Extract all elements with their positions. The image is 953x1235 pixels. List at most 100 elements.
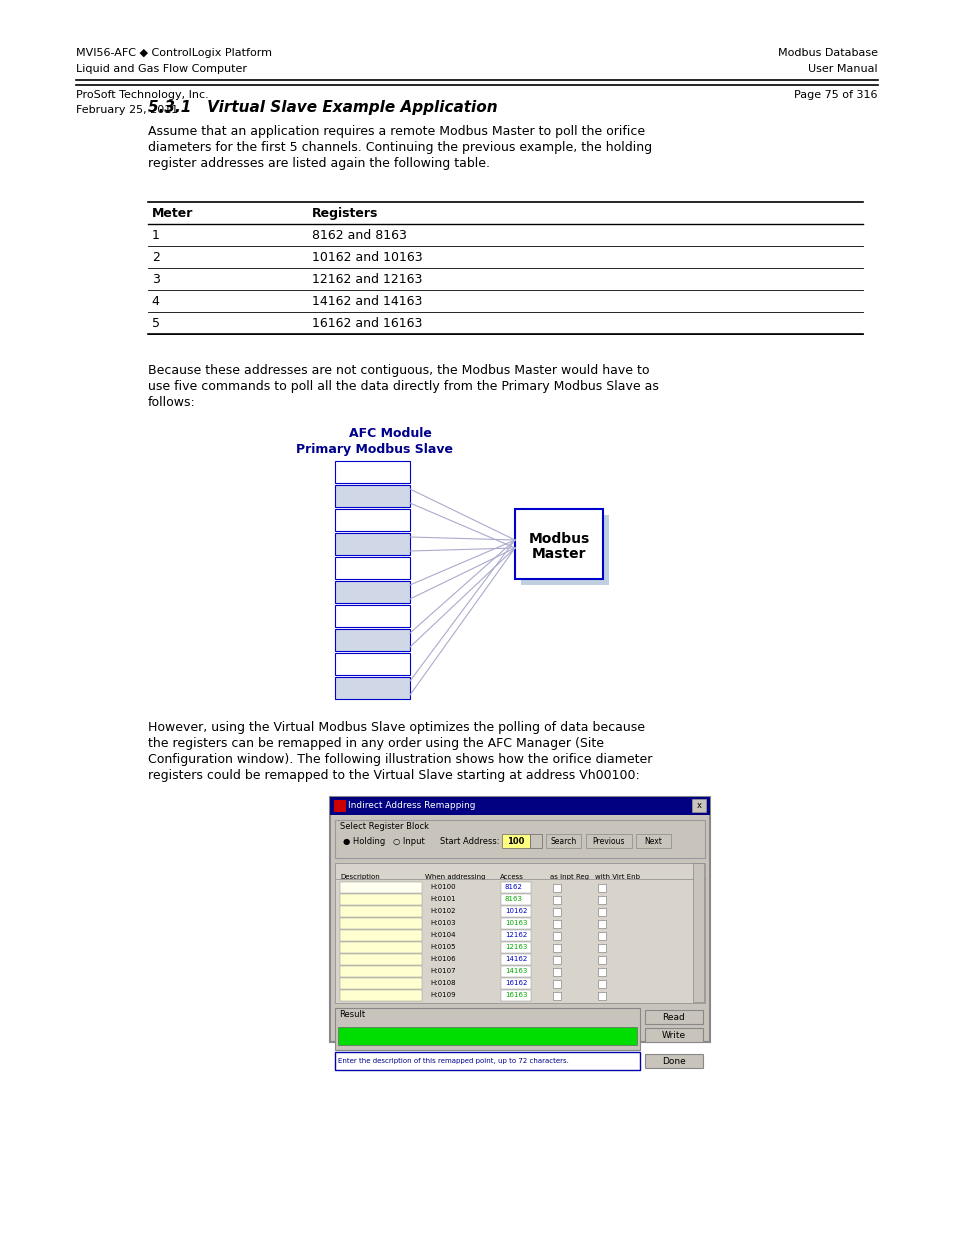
- Text: Because these addresses are not contiguous, the Modbus Master would have to: Because these addresses are not contiguo…: [148, 364, 649, 377]
- FancyBboxPatch shape: [585, 834, 631, 848]
- FancyBboxPatch shape: [335, 509, 410, 531]
- Text: Master: Master: [531, 547, 586, 561]
- Text: 14162 and 14163: 14162 and 14163: [312, 295, 422, 308]
- FancyBboxPatch shape: [500, 906, 531, 918]
- FancyBboxPatch shape: [339, 918, 421, 929]
- Text: Previous: Previous: [592, 836, 624, 846]
- FancyBboxPatch shape: [598, 992, 605, 1000]
- Text: use five commands to poll all the data directly from the Primary Modbus Slave as: use five commands to poll all the data d…: [148, 380, 659, 393]
- Text: Modbus: Modbus: [528, 532, 589, 546]
- Text: with Virt Enb: with Virt Enb: [595, 874, 639, 881]
- FancyBboxPatch shape: [335, 1052, 639, 1070]
- Text: ● Holding: ● Holding: [343, 837, 385, 846]
- Text: Enter the description of this remapped point, up to 72 characters.: Enter the description of this remapped p…: [337, 1058, 568, 1065]
- FancyBboxPatch shape: [598, 920, 605, 927]
- FancyBboxPatch shape: [339, 906, 421, 918]
- Text: User Manual: User Manual: [807, 64, 877, 74]
- FancyBboxPatch shape: [335, 461, 410, 483]
- FancyBboxPatch shape: [553, 956, 560, 965]
- Text: Meter: Meter: [152, 207, 193, 220]
- Text: Description: Description: [339, 874, 379, 881]
- Text: the registers can be remapped in any order using the AFC Manager (Site: the registers can be remapped in any ord…: [148, 737, 603, 750]
- Text: 10162 and 10163: 10162 and 10163: [312, 251, 422, 264]
- Text: H:0101: H:0101: [430, 897, 456, 902]
- Text: register addresses are listed again the following table.: register addresses are listed again the …: [148, 157, 489, 170]
- FancyBboxPatch shape: [598, 932, 605, 940]
- Text: Registers: Registers: [312, 207, 377, 220]
- Text: 12163: 12163: [504, 944, 527, 950]
- FancyBboxPatch shape: [339, 942, 421, 953]
- Text: 8163: 8163: [504, 897, 522, 902]
- Text: Access: Access: [499, 874, 523, 881]
- Text: When addressing: When addressing: [424, 874, 485, 881]
- FancyBboxPatch shape: [691, 799, 705, 811]
- FancyBboxPatch shape: [500, 894, 531, 905]
- FancyBboxPatch shape: [598, 884, 605, 892]
- FancyBboxPatch shape: [500, 930, 531, 941]
- Text: diameters for the first 5 channels. Continuing the previous example, the holding: diameters for the first 5 channels. Cont…: [148, 141, 651, 154]
- FancyBboxPatch shape: [598, 944, 605, 952]
- FancyBboxPatch shape: [335, 653, 410, 676]
- Text: Configuration window). The following illustration shows how the orifice diameter: Configuration window). The following ill…: [148, 753, 652, 766]
- Text: AFC Module: AFC Module: [348, 427, 431, 440]
- Text: ProSoft Technology, Inc.: ProSoft Technology, Inc.: [76, 90, 209, 100]
- Text: 4: 4: [152, 295, 159, 308]
- FancyBboxPatch shape: [553, 908, 560, 916]
- FancyBboxPatch shape: [530, 834, 541, 848]
- FancyBboxPatch shape: [553, 897, 560, 904]
- FancyBboxPatch shape: [598, 897, 605, 904]
- Text: 12162: 12162: [504, 932, 527, 939]
- FancyBboxPatch shape: [500, 990, 531, 1002]
- FancyBboxPatch shape: [339, 966, 421, 977]
- Text: Start Address:: Start Address:: [439, 837, 499, 846]
- FancyBboxPatch shape: [335, 629, 410, 651]
- Text: Liquid and Gas Flow Computer: Liquid and Gas Flow Computer: [76, 64, 247, 74]
- FancyBboxPatch shape: [553, 992, 560, 1000]
- Text: as Inpt Reg: as Inpt Reg: [550, 874, 588, 881]
- FancyBboxPatch shape: [553, 920, 560, 927]
- Text: H:0100: H:0100: [430, 884, 456, 890]
- FancyBboxPatch shape: [339, 978, 421, 989]
- Text: However, using the Virtual Modbus Slave optimizes the polling of data because: However, using the Virtual Modbus Slave …: [148, 721, 644, 734]
- FancyBboxPatch shape: [500, 918, 531, 929]
- Text: 100: 100: [507, 836, 524, 846]
- Text: Write: Write: [661, 1030, 685, 1040]
- FancyBboxPatch shape: [335, 557, 410, 579]
- Text: Next: Next: [644, 836, 661, 846]
- Text: H:0107: H:0107: [430, 968, 456, 974]
- FancyBboxPatch shape: [501, 834, 530, 848]
- Text: 12162 and 12163: 12162 and 12163: [312, 273, 422, 287]
- Text: Result: Result: [338, 1010, 365, 1019]
- Text: February 25, 2011: February 25, 2011: [76, 105, 178, 115]
- FancyBboxPatch shape: [335, 580, 410, 603]
- Text: H:0106: H:0106: [430, 956, 456, 962]
- FancyBboxPatch shape: [553, 981, 560, 988]
- FancyBboxPatch shape: [339, 930, 421, 941]
- Text: Indirect Address Remapping: Indirect Address Remapping: [348, 802, 475, 810]
- FancyBboxPatch shape: [553, 932, 560, 940]
- FancyBboxPatch shape: [644, 1028, 702, 1042]
- FancyBboxPatch shape: [644, 1010, 702, 1024]
- FancyBboxPatch shape: [598, 981, 605, 988]
- Text: 10163: 10163: [504, 920, 527, 926]
- Text: Done: Done: [661, 1056, 685, 1066]
- FancyBboxPatch shape: [337, 1028, 637, 1045]
- Text: 8162: 8162: [504, 884, 522, 890]
- FancyBboxPatch shape: [500, 953, 531, 965]
- Text: 5: 5: [152, 317, 160, 330]
- Text: registers could be remapped to the Virtual Slave starting at address Vh00100:: registers could be remapped to the Virtu…: [148, 769, 639, 782]
- FancyBboxPatch shape: [335, 820, 704, 858]
- FancyBboxPatch shape: [545, 834, 580, 848]
- Text: ○ Input: ○ Input: [393, 837, 424, 846]
- Text: 3: 3: [152, 273, 159, 287]
- Text: H:0102: H:0102: [430, 908, 455, 914]
- FancyBboxPatch shape: [500, 978, 531, 989]
- FancyBboxPatch shape: [644, 1053, 702, 1068]
- Text: 8162 and 8163: 8162 and 8163: [312, 228, 406, 242]
- Text: Page 75 of 316: Page 75 of 316: [793, 90, 877, 100]
- FancyBboxPatch shape: [335, 863, 704, 1003]
- FancyBboxPatch shape: [636, 834, 670, 848]
- FancyBboxPatch shape: [553, 968, 560, 976]
- Text: H:0104: H:0104: [430, 932, 455, 939]
- FancyBboxPatch shape: [598, 968, 605, 976]
